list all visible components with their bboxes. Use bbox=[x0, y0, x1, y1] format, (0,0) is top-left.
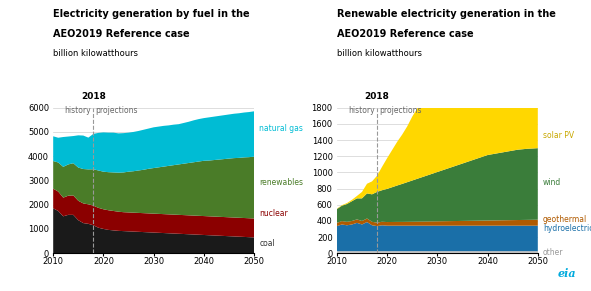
Text: natural gas: natural gas bbox=[259, 124, 303, 133]
Text: history: history bbox=[65, 106, 92, 115]
Text: renewables: renewables bbox=[259, 178, 303, 187]
Text: geothermal: geothermal bbox=[543, 215, 587, 224]
Text: wind: wind bbox=[543, 178, 561, 187]
Text: projections: projections bbox=[95, 106, 138, 115]
Text: coal: coal bbox=[259, 239, 275, 249]
Text: projections: projections bbox=[379, 106, 421, 115]
Text: 2018: 2018 bbox=[81, 92, 106, 101]
Text: eia: eia bbox=[557, 268, 576, 279]
Text: hydroelectric: hydroelectric bbox=[543, 224, 591, 233]
Text: Electricity generation by fuel in the: Electricity generation by fuel in the bbox=[53, 9, 250, 19]
Text: nuclear: nuclear bbox=[259, 209, 288, 218]
Text: Renewable electricity generation in the: Renewable electricity generation in the bbox=[337, 9, 556, 19]
Text: solar PV: solar PV bbox=[543, 132, 574, 141]
Text: billion kilowatthours: billion kilowatthours bbox=[53, 49, 138, 58]
Text: history: history bbox=[349, 106, 375, 115]
Text: 2018: 2018 bbox=[365, 92, 389, 101]
Text: other: other bbox=[543, 248, 563, 257]
Text: billion kilowatthours: billion kilowatthours bbox=[337, 49, 422, 58]
Text: AEO2019 Reference case: AEO2019 Reference case bbox=[337, 29, 473, 39]
Text: AEO2019 Reference case: AEO2019 Reference case bbox=[53, 29, 190, 39]
